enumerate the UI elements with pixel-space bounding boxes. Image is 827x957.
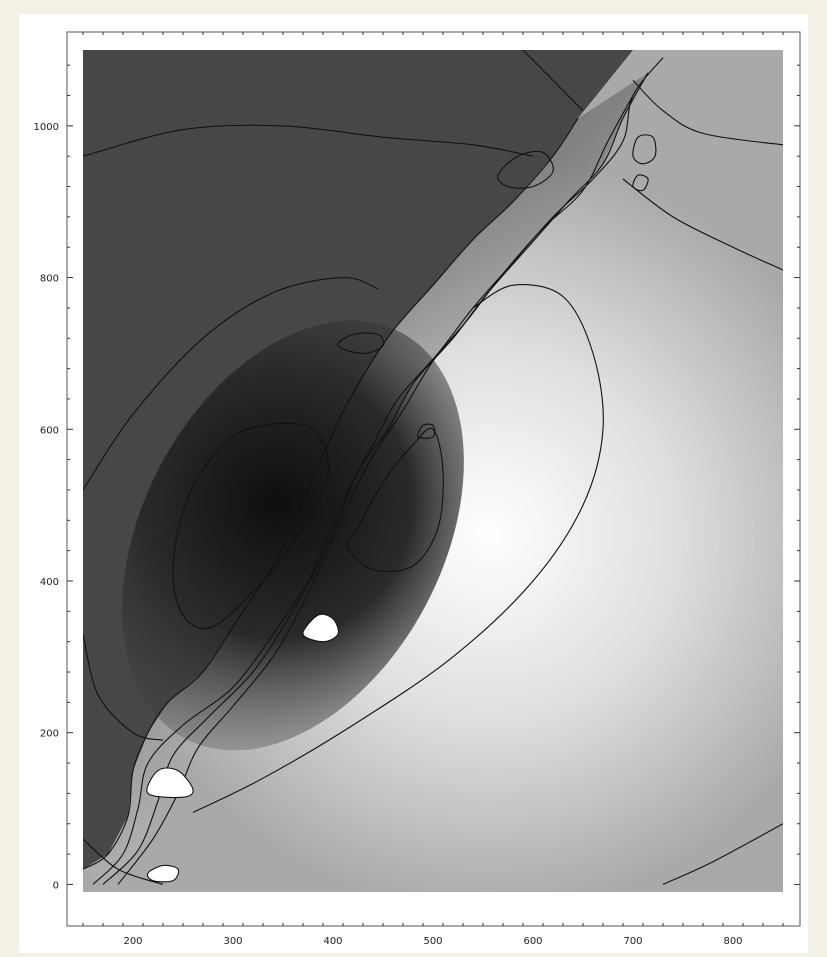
contour-blob-lower-3 (146, 864, 180, 883)
contour-band-4 (83, 117, 579, 870)
contour-band-3 (117, 95, 634, 885)
contour-blob-lower-2 (302, 613, 339, 643)
x-tick-label: 700 (623, 936, 642, 947)
contour-light-outer-arc (192, 284, 604, 813)
y-tick-label: 200 (40, 729, 59, 740)
x-tick-label: 600 (523, 936, 542, 947)
contour-blob-mid-1 (337, 332, 385, 354)
x-tick-label: 800 (723, 936, 742, 947)
x-tick-label: 200 (123, 936, 142, 947)
y-tick-label: 400 (40, 577, 59, 588)
plot-frame: 200 300 400 500 600 700 800 0 200 400 600 800 1000 (19, 14, 808, 953)
contour-blob-upper-2 (632, 134, 657, 165)
y-tick-label: 800 (40, 274, 59, 285)
contour-chart: 200 300 400 500 600 700 800 0 200 400 600 800 1000 (34, 31, 801, 947)
contour-light-corner-lower-right (662, 823, 783, 885)
contour-band-2 (102, 72, 649, 885)
y-tick-label: 1000 (34, 122, 59, 133)
contour-dark-lower-left-arc (83, 633, 164, 741)
plot-border (66, 31, 801, 927)
contour-dark-outer-arc (83, 124, 534, 157)
contour-band-5 (83, 838, 164, 885)
contour-blob-mid-2 (417, 423, 436, 439)
contour-blob-upper-3 (632, 174, 649, 192)
x-tick-label: 500 (423, 936, 442, 947)
dark-region (83, 50, 633, 870)
x-tick-label: 300 (223, 936, 242, 947)
contour-dark-middle-arc (83, 277, 379, 491)
contour-top-left-arc (522, 50, 584, 112)
contour-blob-lower-1 (146, 767, 194, 799)
contour-dark-inner-closed (172, 422, 330, 630)
contour-light-inner-closed (346, 427, 444, 573)
x-tick-label: 400 (323, 936, 342, 947)
contour-lines (83, 50, 783, 885)
x-axis: 200 300 400 500 600 700 800 (82, 32, 784, 947)
y-axis: 0 200 400 600 800 1000 (34, 64, 800, 891)
contour-blob-upper-1 (497, 150, 554, 189)
contour-top-right-arc (632, 79, 783, 146)
contour-light-corner-upper-right (622, 178, 783, 271)
y-tick-label: 600 (40, 425, 59, 436)
y-tick-label: 0 (53, 880, 59, 891)
dark-core-region (122, 320, 464, 751)
